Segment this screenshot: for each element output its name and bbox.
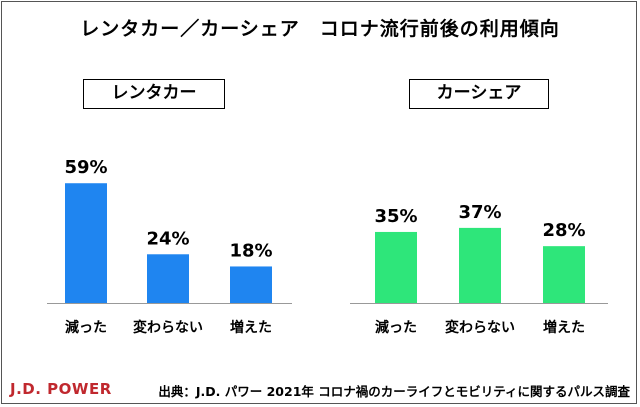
- rental-chart-title: レンタカー: [83, 79, 225, 109]
- rental-bar-2: [147, 254, 189, 303]
- rental-value-label-2: 24%: [146, 228, 189, 249]
- carshare-bar-1: [375, 231, 417, 303]
- carshare-value-label-2: 37%: [458, 202, 501, 223]
- rental-category-label-1: 減った: [65, 319, 107, 336]
- jd-power-logo: J.D. POWER: [10, 380, 112, 398]
- carshare-value-label-1: 35%: [374, 206, 417, 227]
- carshare-bar-3: [543, 246, 585, 303]
- carshare-category-label-1: 減った: [375, 319, 417, 336]
- chart-title: レンタカー／カーシェア コロナ流行前後の利用傾向: [80, 18, 560, 40]
- rental-bar-1: [65, 183, 107, 303]
- source-note: 出典：J.D. パワー 2021年 コロナ禍のカーライフとモビリティに関するパル…: [158, 384, 630, 399]
- rental-value-label-3: 18%: [229, 240, 272, 261]
- rental-category-label-3: 増えた: [230, 319, 272, 336]
- rental-value-label-1: 59%: [64, 157, 107, 178]
- rental-category-label-2: 変わらない: [133, 319, 203, 336]
- carshare-category-label-2: 変わらない: [445, 319, 515, 336]
- rental-bar-3: [230, 266, 272, 303]
- carshare-value-label-3: 28%: [542, 220, 585, 241]
- carshare-bar-2: [459, 227, 501, 303]
- carshare-category-label-3: 増えた: [543, 319, 585, 336]
- carshare-chart-title: カーシェア: [409, 79, 549, 109]
